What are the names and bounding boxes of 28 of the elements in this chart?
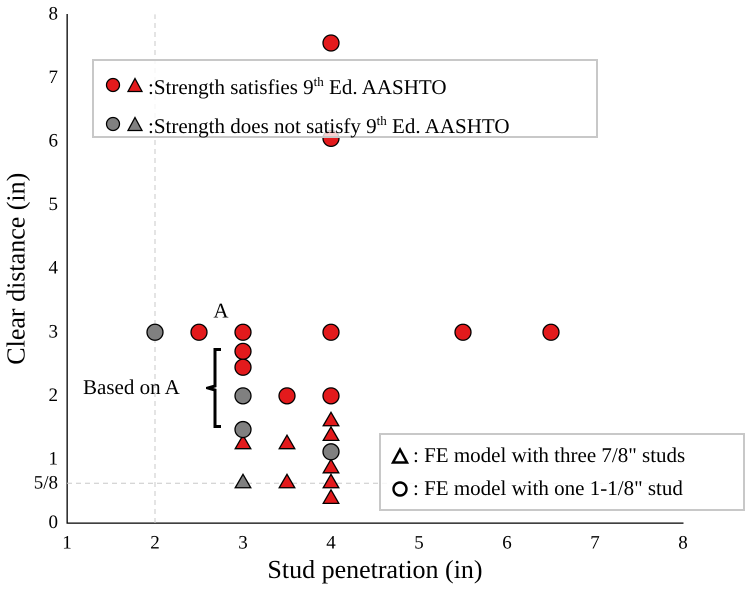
x-tick-label: 1 bbox=[62, 532, 72, 554]
annotation: A bbox=[213, 298, 230, 322]
key-box: : FE model with three 7/8" studs : FE model with one 1-1/8" stud bbox=[379, 433, 745, 511]
y-tick-label: 2 bbox=[48, 384, 58, 406]
y-tick-label: 5/8 bbox=[34, 472, 58, 494]
annotation: :Strength satisfies 9$^{th}$ Ed. AASHTO bbox=[148, 73, 446, 101]
x-tick-label: 5 bbox=[414, 532, 424, 554]
y-tick-label: 6 bbox=[48, 130, 58, 152]
annotation: :Strength does not satisfy 9$^{th}$ Ed. AASHTO bbox=[148, 112, 510, 140]
annotation: : FE model with three 7/8" studs bbox=[413, 442, 686, 469]
annotation: : FE model with one 1-1/8" stud bbox=[413, 475, 683, 502]
y-tick-label: 5 bbox=[48, 194, 58, 216]
x-tick-label: 7 bbox=[590, 532, 600, 554]
x-tick-label: 2 bbox=[150, 532, 160, 554]
y-axis-title: Clear distance (in) bbox=[1, 172, 30, 365]
y-tick-label: 0 bbox=[48, 512, 58, 533]
x-axis-title: Stud penetration (in) bbox=[267, 555, 483, 584]
x-tick-label: 8 bbox=[678, 532, 688, 554]
x-tick-label: 4 bbox=[326, 532, 336, 554]
annotation: Based on A bbox=[83, 375, 180, 400]
x-tick-label: 3 bbox=[238, 532, 248, 554]
y-tick-label: 4 bbox=[48, 258, 58, 279]
y-tick-label: 8 bbox=[48, 3, 58, 24]
y-tick-label: 7 bbox=[48, 66, 58, 88]
y-tick-label: 3 bbox=[48, 321, 58, 342]
key-box: :Strength satisfies 9$^{th}$ Ed. AASHTO :Strength does not satisfy 9$^{th}$ Ed. AASHTO bbox=[92, 59, 598, 138]
x-tick-label: 6 bbox=[502, 532, 512, 554]
y-tick-label: 1 bbox=[48, 448, 58, 470]
